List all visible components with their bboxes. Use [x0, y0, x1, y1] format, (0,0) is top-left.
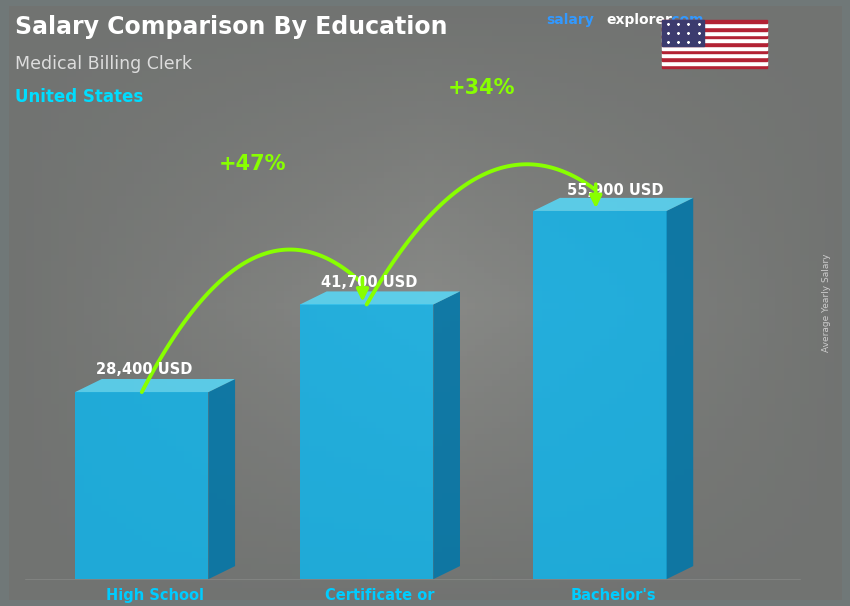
Bar — [662, 65, 767, 68]
Bar — [662, 27, 767, 31]
Bar — [662, 42, 767, 46]
Polygon shape — [666, 198, 694, 579]
Text: High School: High School — [106, 588, 204, 603]
Polygon shape — [434, 291, 460, 579]
Polygon shape — [300, 304, 434, 579]
Bar — [662, 31, 767, 35]
Text: 55,900 USD: 55,900 USD — [567, 183, 663, 198]
Bar — [662, 24, 767, 27]
Text: Bachelor's
Degree: Bachelor's Degree — [570, 588, 656, 606]
Bar — [662, 50, 767, 53]
Text: 41,700 USD: 41,700 USD — [321, 275, 417, 290]
Polygon shape — [208, 379, 235, 579]
Polygon shape — [300, 291, 460, 304]
Text: explorer: explorer — [607, 13, 672, 27]
Bar — [662, 20, 767, 24]
Bar — [662, 57, 767, 61]
Bar — [662, 61, 767, 65]
Bar — [662, 46, 767, 50]
Text: Average Yearly Salary: Average Yearly Salary — [822, 254, 831, 352]
Text: Medical Billing Clerk: Medical Billing Clerk — [15, 55, 192, 73]
Text: United States: United States — [15, 88, 144, 106]
Polygon shape — [75, 392, 208, 579]
Text: Salary Comparison By Education: Salary Comparison By Education — [15, 15, 448, 39]
Bar — [662, 35, 767, 38]
Bar — [662, 53, 767, 57]
Polygon shape — [533, 198, 694, 211]
Text: +34%: +34% — [447, 78, 515, 98]
Text: 28,400 USD: 28,400 USD — [96, 362, 192, 378]
Bar — [662, 20, 704, 46]
Bar — [662, 38, 767, 42]
Text: +47%: +47% — [218, 154, 286, 174]
Text: Certificate or
Diploma: Certificate or Diploma — [326, 588, 434, 606]
Polygon shape — [533, 211, 666, 579]
Polygon shape — [75, 379, 235, 392]
Text: .com: .com — [666, 13, 704, 27]
Text: salary: salary — [546, 13, 593, 27]
